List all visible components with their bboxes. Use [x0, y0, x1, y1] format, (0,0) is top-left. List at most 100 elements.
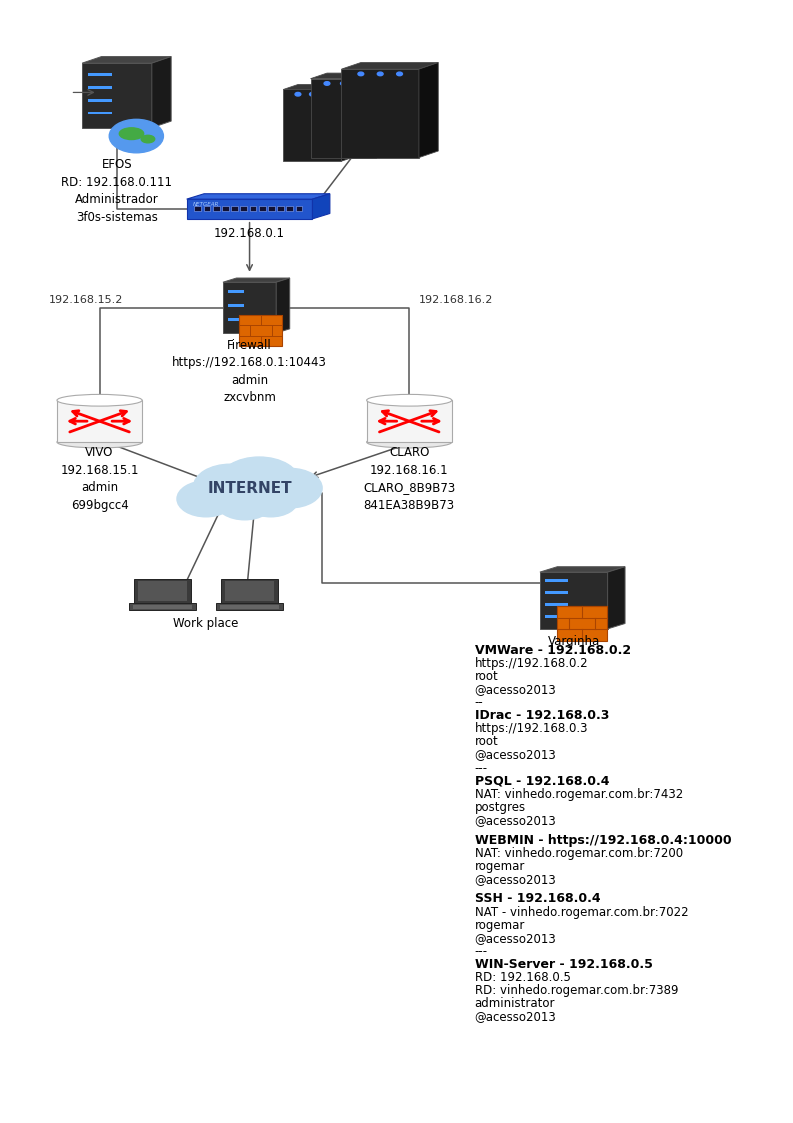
Text: 192.168.15.2: 192.168.15.2	[49, 295, 124, 304]
Polygon shape	[311, 73, 393, 79]
FancyBboxPatch shape	[224, 582, 274, 601]
FancyBboxPatch shape	[366, 400, 452, 442]
FancyBboxPatch shape	[88, 111, 113, 115]
FancyBboxPatch shape	[259, 206, 266, 211]
Circle shape	[324, 82, 330, 85]
FancyBboxPatch shape	[239, 316, 282, 346]
Text: rogemar: rogemar	[475, 919, 525, 932]
FancyBboxPatch shape	[240, 206, 247, 211]
Text: 192.168.0.1: 192.168.0.1	[214, 227, 285, 240]
Text: WIN-Server - 192.168.0.5: WIN-Server - 192.168.0.5	[475, 958, 653, 971]
Polygon shape	[276, 279, 289, 334]
Text: VMWare - 192.168.0.2: VMWare - 192.168.0.2	[475, 643, 631, 657]
FancyBboxPatch shape	[216, 603, 282, 610]
Circle shape	[109, 119, 163, 153]
Text: root: root	[475, 736, 499, 748]
Text: @acesso2013: @acesso2013	[475, 749, 557, 761]
Text: rogemar: rogemar	[475, 860, 525, 873]
FancyBboxPatch shape	[296, 206, 302, 211]
Ellipse shape	[57, 394, 142, 407]
FancyBboxPatch shape	[557, 606, 607, 641]
FancyBboxPatch shape	[268, 206, 274, 211]
Text: NAT - vinhedo.rogemar.com.br:7022: NAT - vinhedo.rogemar.com.br:7022	[475, 905, 688, 919]
Polygon shape	[82, 56, 171, 63]
Polygon shape	[223, 279, 289, 282]
Text: --: --	[475, 696, 484, 709]
FancyBboxPatch shape	[228, 304, 243, 307]
Text: @acesso2013: @acesso2013	[475, 683, 557, 696]
Text: NAT: vinhedo.rogemar.com.br:7200: NAT: vinhedo.rogemar.com.br:7200	[475, 847, 683, 860]
Ellipse shape	[119, 128, 144, 139]
Text: @acesso2013: @acesso2013	[475, 873, 557, 886]
Text: @acesso2013: @acesso2013	[475, 932, 557, 944]
FancyBboxPatch shape	[129, 603, 196, 610]
Text: VIVO
192.168.15.1
admin
699bgcc4: VIVO 192.168.15.1 admin 699bgcc4	[60, 446, 139, 512]
Circle shape	[396, 72, 403, 75]
Polygon shape	[283, 84, 356, 90]
FancyBboxPatch shape	[222, 206, 228, 211]
Text: ---: ---	[475, 944, 488, 958]
FancyBboxPatch shape	[223, 282, 276, 334]
Polygon shape	[377, 73, 393, 157]
Text: CLARO
192.168.16.1
CLARO_8B9B73
841EA38B9B73: CLARO 192.168.16.1 CLARO_8B9B73 841EA38B…	[363, 446, 455, 512]
Text: EFOS
RD: 192.168.0.111
Administrador
3f0s-sistemas: EFOS RD: 192.168.0.111 Administrador 3f0…	[62, 158, 172, 223]
FancyBboxPatch shape	[133, 604, 192, 609]
Text: INTERNET: INTERNET	[207, 481, 292, 495]
FancyBboxPatch shape	[545, 591, 569, 594]
FancyBboxPatch shape	[134, 579, 191, 603]
Text: root: root	[475, 670, 499, 683]
Ellipse shape	[57, 436, 142, 448]
FancyBboxPatch shape	[545, 579, 569, 582]
FancyBboxPatch shape	[137, 582, 187, 601]
Text: PSQL - 192.168.0.4: PSQL - 192.168.0.4	[475, 775, 609, 787]
Text: Firewall
https://192.168.0.1:10443
admin
zxcvbnm: Firewall https://192.168.0.1:10443 admin…	[172, 339, 327, 404]
Circle shape	[357, 82, 362, 85]
Text: postgres: postgres	[475, 801, 526, 814]
Circle shape	[358, 72, 364, 75]
Polygon shape	[342, 84, 356, 162]
FancyBboxPatch shape	[88, 85, 113, 89]
Circle shape	[295, 92, 301, 97]
FancyBboxPatch shape	[82, 63, 151, 128]
Circle shape	[340, 82, 347, 85]
Text: RD: 192.168.0.5: RD: 192.168.0.5	[475, 971, 571, 984]
FancyBboxPatch shape	[213, 206, 220, 211]
FancyBboxPatch shape	[311, 79, 377, 157]
Text: Work place: Work place	[174, 617, 239, 630]
Circle shape	[377, 72, 383, 75]
Text: ---: ---	[475, 761, 488, 775]
Polygon shape	[540, 567, 625, 572]
Text: @acesso2013: @acesso2013	[475, 814, 557, 827]
Text: https://192.168.0.2: https://192.168.0.2	[475, 657, 588, 670]
FancyBboxPatch shape	[88, 73, 113, 75]
Polygon shape	[607, 567, 625, 629]
Text: NAT: vinhedo.rogemar.com.br:7432: NAT: vinhedo.rogemar.com.br:7432	[475, 787, 683, 801]
Text: administrator: administrator	[475, 997, 555, 1011]
FancyBboxPatch shape	[250, 206, 256, 211]
Polygon shape	[312, 194, 330, 219]
Circle shape	[243, 483, 298, 517]
Text: SSH - 192.168.0.4: SSH - 192.168.0.4	[475, 893, 600, 905]
Circle shape	[177, 481, 235, 517]
Text: https://192.168.0.3: https://192.168.0.3	[475, 722, 588, 736]
Ellipse shape	[141, 135, 155, 143]
Circle shape	[219, 457, 300, 508]
FancyBboxPatch shape	[540, 572, 607, 629]
FancyBboxPatch shape	[545, 614, 569, 618]
Text: RD: vinhedo.rogemar.com.br:7389: RD: vinhedo.rogemar.com.br:7389	[475, 984, 678, 997]
FancyBboxPatch shape	[286, 206, 293, 211]
Circle shape	[324, 92, 330, 97]
FancyBboxPatch shape	[186, 199, 312, 219]
FancyBboxPatch shape	[220, 579, 278, 603]
Polygon shape	[186, 194, 330, 199]
Text: @acesso2013: @acesso2013	[475, 1011, 557, 1023]
Circle shape	[259, 468, 322, 508]
FancyBboxPatch shape	[277, 206, 284, 211]
Circle shape	[309, 92, 316, 97]
Text: NETGEAR: NETGEAR	[193, 202, 219, 207]
Text: 192.168.16.2: 192.168.16.2	[419, 295, 493, 304]
Circle shape	[193, 464, 267, 510]
FancyBboxPatch shape	[220, 604, 279, 609]
FancyBboxPatch shape	[232, 206, 238, 211]
Polygon shape	[151, 56, 171, 128]
